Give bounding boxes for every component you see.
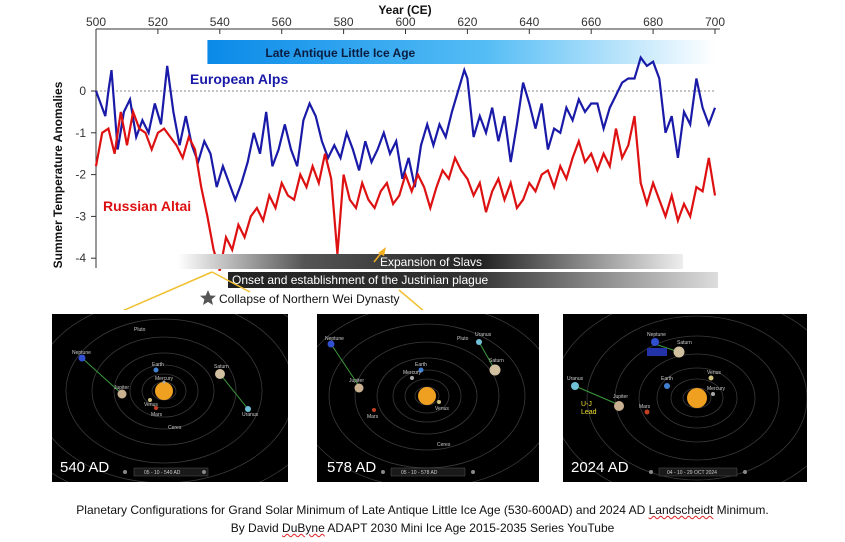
svg-text:Neptune: Neptune	[647, 332, 666, 338]
star-icon	[200, 290, 216, 305]
svg-text:Uranus: Uranus	[567, 376, 584, 382]
y-axis-title: Summer Temperature Anomalies	[51, 81, 65, 268]
x-tick-label: 700	[705, 15, 725, 29]
svg-text:Saturn: Saturn	[214, 364, 229, 370]
planet-neptune	[651, 338, 659, 346]
period-bar-late-antique-little-ice-age-label: Late Antique Little Ice Age	[265, 46, 415, 60]
svg-text:Venus: Venus	[707, 370, 721, 376]
period-bar-expansion-of-slavs	[178, 254, 683, 269]
x-tick-label: 660	[581, 15, 601, 29]
svg-text:Uranus: Uranus	[242, 412, 259, 418]
svg-text:Venus: Venus	[144, 402, 158, 408]
period-bar-late-antique-little-ice-age	[207, 40, 716, 64]
solar-system-panel-2024: Neptune Saturn Uranus Jupiter Earth Venu…	[563, 314, 807, 482]
svg-text:Uranus: Uranus	[475, 332, 492, 338]
svg-text:Mars: Mars	[151, 412, 163, 418]
caption-line-2: By David DuByne ADAPT 2030 Mini Ice Age …	[230, 521, 615, 535]
svg-text:Saturn: Saturn	[489, 358, 504, 364]
caption-line-1: Planetary Configurations for Grand Solar…	[76, 503, 769, 517]
arrow-slavs-head	[378, 247, 386, 256]
planet-neptune	[327, 340, 335, 348]
connector-540	[122, 271, 213, 310]
series-line-russian-altai	[94, 107, 717, 272]
x-axis-title: Year (CE)	[378, 3, 431, 17]
x-tick-label: 580	[334, 15, 354, 29]
planet-saturn	[673, 346, 685, 358]
y-tick-label: -2	[75, 168, 86, 182]
planet-saturn	[215, 369, 225, 379]
svg-text:Mars: Mars	[367, 414, 379, 420]
planet-saturn	[489, 364, 501, 376]
svg-text:Pluto: Pluto	[134, 327, 146, 333]
svg-text:04 - 10 - 29 OCT 2024: 04 - 10 - 29 OCT 2024	[667, 470, 717, 476]
chart: Year (CE) 500 520 540 560 580 600 620 640 660 680…	[51, 3, 725, 310]
y-tick-label: -4	[75, 251, 86, 265]
x-tick-label: 620	[457, 15, 477, 29]
solar-system-panel-578: Neptune Jupiter Earth Mercury Venus Mars…	[317, 314, 539, 482]
svg-text:Mercury: Mercury	[155, 376, 174, 382]
planet-uranus	[476, 339, 482, 345]
x-tick-label: 520	[148, 15, 168, 29]
svg-text:Pluto: Pluto	[457, 336, 469, 342]
planet-uranus	[571, 382, 579, 390]
y-tick-label: -1	[75, 126, 86, 140]
svg-text:Jupiter: Jupiter	[613, 394, 628, 400]
panel-label-2024: 2024 AD	[571, 459, 629, 476]
planet-neptune	[78, 354, 86, 362]
svg-text:Earth: Earth	[415, 362, 427, 368]
svg-text:Mars: Mars	[639, 404, 651, 410]
planet-jupiter	[614, 401, 624, 411]
svg-text:Mercury: Mercury	[403, 370, 422, 376]
planet-uranus	[245, 406, 251, 412]
period-bar-justinian-plague	[228, 272, 718, 288]
orbit-diagram-2024: Neptune Saturn Uranus Jupiter Earth Venu…	[563, 314, 807, 482]
svg-text:Jupiter: Jupiter	[349, 378, 364, 384]
planet-jupiter	[354, 383, 364, 393]
period-bar-justinian-plague-label: Onset and establishment of the Justinian…	[232, 273, 488, 287]
connector-578	[398, 289, 424, 310]
x-tick-label: 680	[643, 15, 663, 29]
series-label-russian-altai: Russian Altai	[103, 198, 191, 214]
solar-system-panel-540: Neptune Jupiter Earth Mercury Venus Mars…	[52, 314, 288, 482]
annotation-collapse-northern-wei: Collapse of Northern Wei Dynasty	[219, 292, 400, 306]
x-tick-label: 500	[86, 15, 106, 29]
y-tick-label: -3	[75, 209, 86, 223]
period-bar-expansion-of-slavs-label: Expansion of Slavs	[380, 255, 482, 269]
x-tick-label: 540	[210, 15, 230, 29]
svg-text:Lead: Lead	[581, 409, 597, 416]
svg-text:Ceres: Ceres	[168, 425, 182, 431]
svg-text:Ceres: Ceres	[437, 442, 451, 448]
x-tick-label: 560	[272, 15, 292, 29]
x-tick-label: 640	[519, 15, 539, 29]
series-label-european-alps: European Alps	[190, 71, 288, 87]
svg-text:Neptune: Neptune	[72, 350, 91, 356]
panel-label-540: 540 AD	[60, 459, 110, 476]
svg-text:Earth: Earth	[152, 362, 164, 368]
connector-540b	[211, 271, 251, 293]
svg-text:05 - 10 - 578 AD: 05 - 10 - 578 AD	[401, 470, 438, 476]
svg-text:U-J: U-J	[581, 401, 592, 408]
svg-text:Saturn: Saturn	[677, 340, 692, 346]
svg-text:Venus: Venus	[435, 406, 449, 412]
svg-text:Neptune: Neptune	[325, 336, 344, 342]
orbit-diagram-540: Neptune Jupiter Earth Mercury Venus Mars…	[52, 314, 288, 482]
x-ticks: 500 520 540 560 580 600 620 640 660 680 700	[86, 15, 725, 34]
y-ticks: 0 -1 -2 -3 -4	[75, 84, 96, 265]
svg-text:Jupiter: Jupiter	[114, 385, 129, 391]
y-tick-label: 0	[79, 84, 86, 98]
svg-text:Mercury: Mercury	[707, 386, 726, 392]
planet-jupiter	[117, 389, 127, 399]
svg-text:Earth: Earth	[661, 376, 673, 382]
panel-label-578: 578 AD	[327, 459, 377, 476]
orbit-diagram-578: Neptune Jupiter Earth Mercury Venus Mars…	[317, 314, 539, 482]
svg-text:05 - 10 - 540 AD: 05 - 10 - 540 AD	[144, 470, 181, 476]
x-tick-label: 600	[395, 15, 415, 29]
